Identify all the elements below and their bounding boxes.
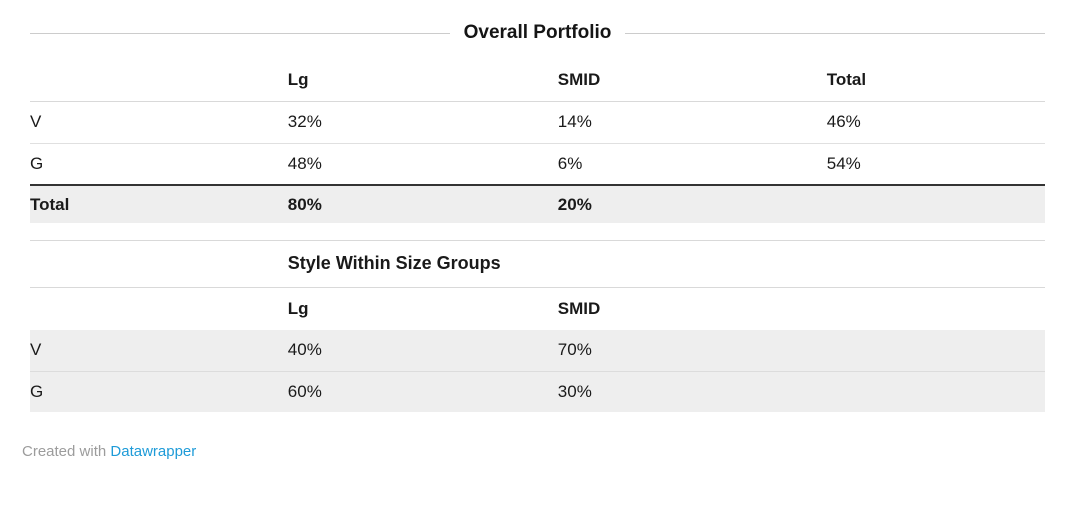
chart-container: Overall Portfolio Lg SMID Total V 32% 14… xyxy=(0,0,1072,461)
table-cell: 32% xyxy=(287,101,558,144)
row-label: G xyxy=(30,153,44,173)
row-label: G xyxy=(30,371,288,412)
row-label: V xyxy=(30,330,288,372)
spacer-row xyxy=(30,223,1045,240)
table-cell: 54% xyxy=(826,153,861,173)
datawrapper-link[interactable]: Datawrapper xyxy=(110,443,197,460)
table-cell: 48% xyxy=(287,153,322,173)
column-header-total: Total xyxy=(826,59,1045,102)
column-header-blank xyxy=(827,287,1045,330)
table-cell: 6% xyxy=(557,153,583,173)
table-cell: 14% xyxy=(557,101,827,144)
column-header-lg: Lg xyxy=(287,59,558,102)
column-header-smid: SMID xyxy=(557,59,827,102)
table-cell: 40% xyxy=(287,330,558,372)
page-title-text: Overall Portfolio xyxy=(463,22,612,43)
section-title: Style Within Size Groups xyxy=(287,239,1045,288)
table-row-v2: V 40% 70% xyxy=(30,330,1045,372)
attribution-footer: Created with Datawrapper xyxy=(22,443,1050,461)
table-row-v: V 32% 14% 46% xyxy=(30,101,1045,144)
table-cell: 60% xyxy=(287,371,558,412)
column-header-lg: Lg xyxy=(287,298,309,318)
table-cell: 80% xyxy=(287,184,558,223)
table-cell xyxy=(826,371,1045,412)
table-cell xyxy=(826,330,1045,372)
table-row-total: Total 80% 20% xyxy=(30,184,1045,223)
portfolio-table: Lg SMID Total V 32% 14% 46% G 48% 6% 54% xyxy=(30,59,1045,412)
row-label: V xyxy=(30,101,288,144)
table-row-g: G 48% 6% 54% xyxy=(30,143,1045,185)
table-row-g2: G 60% 30% xyxy=(30,371,1045,412)
page-title: Overall Portfolio xyxy=(30,23,1045,43)
table2-header-row: Lg SMID xyxy=(30,287,1045,330)
column-header-blank xyxy=(30,59,288,102)
attribution-text: Created with xyxy=(22,443,107,460)
table-cell: 70% xyxy=(557,330,827,372)
section-title-row: Style Within Size Groups xyxy=(30,239,1045,288)
table-cell xyxy=(826,184,1045,223)
row-label: Total xyxy=(30,184,288,223)
column-header-blank xyxy=(30,287,288,330)
table-cell: 20% xyxy=(557,184,827,223)
chart-area: Overall Portfolio Lg SMID Total V 32% 14… xyxy=(30,23,1045,412)
table-cell: 30% xyxy=(557,371,827,412)
table-cell: 46% xyxy=(826,101,1045,144)
section-title-blank xyxy=(30,239,288,288)
table1-header-row: Lg SMID Total xyxy=(30,59,1045,102)
column-header-smid: SMID xyxy=(557,298,601,318)
